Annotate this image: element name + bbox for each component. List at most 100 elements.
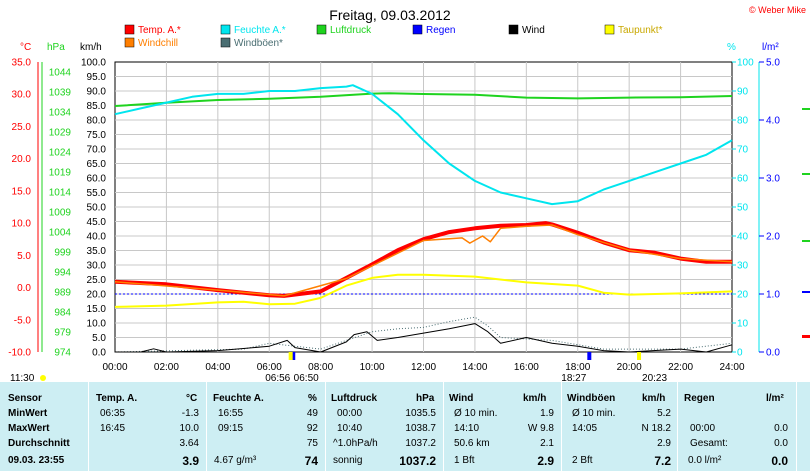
humidity-max-value: 92 (306, 423, 318, 434)
edge-marker (802, 173, 810, 175)
header-pressure-unit: hPa (416, 393, 435, 404)
x-tick-label: 24:00 (719, 362, 744, 373)
rain-current-label: 0.0 l/m² (688, 455, 722, 466)
sun-icon (40, 375, 46, 381)
x-tick-label: 08:00 (308, 362, 333, 373)
series-windchill (114, 224, 733, 297)
rain-axis-label: 2.0 (766, 232, 780, 243)
wind-unit-label: km/h (80, 42, 102, 53)
pressure-axis-label: 1024 (49, 148, 72, 159)
pressure-unit-label: hPa (47, 42, 65, 53)
x-tick-label: 02:00 (154, 362, 179, 373)
rain-total-label: Gesamt: (690, 438, 728, 449)
legend-label: Feuchte A.* (234, 25, 286, 36)
gust-beaufort: 2 Bft (572, 455, 593, 466)
temp-axis-label: 25.0 (12, 122, 32, 133)
humidity-axis-label: 70 (737, 145, 749, 156)
temp-min-value: -1.3 (181, 408, 199, 419)
time-marker (587, 352, 592, 360)
legend-label: Luftdruck (330, 25, 372, 36)
header-temp: Temp. A. (96, 393, 138, 404)
legend-swatch (604, 24, 615, 35)
pressure-axis-label: 1019 (49, 168, 72, 179)
absolute-humidity: 4.67 g/m³ (214, 455, 257, 466)
time-marker (288, 352, 293, 360)
legend-label: Wind (522, 25, 545, 36)
temp-unit-label: °C (20, 42, 31, 53)
x-tick-label: 22:00 (668, 362, 693, 373)
wind-axis-label: 30.0 (87, 261, 107, 272)
row-label-current: 09.03. 23:55 (8, 455, 65, 466)
pressure-min-time: 00:00 (337, 408, 363, 419)
wind-axis-label: 40.0 (87, 232, 107, 243)
humidity-min-time: 16:55 (218, 408, 244, 419)
humidity-current-value: 74 (304, 454, 318, 468)
pressure-min-value: 1035.5 (405, 408, 436, 419)
wind-average-value: 2.1 (540, 438, 554, 449)
temp-min-time: 06:35 (100, 408, 126, 419)
wind-axis-label: 95.0 (87, 72, 107, 83)
humidity-axis-label: 90 (737, 87, 749, 98)
wind-axis-label: 20.0 (87, 290, 107, 301)
legend-label: Temp. A.* (138, 25, 181, 36)
row-label-min: MinWert (8, 408, 48, 419)
series-wind (115, 323, 733, 353)
humidity-min-value: 49 (306, 408, 318, 419)
wind-max-value: W 9.8 (527, 423, 554, 434)
header-wind-unit: km/h (523, 393, 547, 404)
humidity-axis-label: 0 (737, 348, 743, 359)
marker-label: 06:50 (294, 373, 319, 382)
pressure-current-value: 1037.2 (399, 454, 436, 468)
humidity-average-value: 75 (306, 438, 318, 449)
header-gust: Windböen (567, 393, 616, 404)
legend-label: Taupunkt* (618, 25, 663, 36)
copyright: © Weber Mike (749, 5, 806, 15)
humidity-axis-label: 10 (737, 319, 749, 330)
legend-label: Windböen* (234, 38, 283, 49)
header-wind: Wind (449, 393, 474, 404)
pressure-axis-label: 1014 (49, 188, 72, 199)
wind-axis-label: 100.0 (81, 58, 106, 69)
header-temp-unit: °C (186, 393, 198, 404)
temp-max-value: 10.0 (179, 423, 199, 434)
x-tick-label: 16:00 (514, 362, 539, 373)
temp-axis-label: -5.0 (14, 315, 32, 326)
legend-swatch (220, 37, 231, 48)
series-taupunkt (114, 273, 733, 308)
chart-title: Freitag, 09.03.2012 (329, 7, 451, 23)
rain-max-value: 0.0 (774, 423, 788, 434)
marker-label: 18:27 (561, 373, 586, 382)
temp-axis-label: 15.0 (12, 186, 32, 197)
time-marker (637, 352, 642, 360)
temp-axis-label: 0.0 (17, 283, 31, 294)
header-sensor: Sensor (8, 393, 42, 404)
marker-label: 20:23 (642, 373, 667, 382)
row-label-average: Durchschnitt (8, 438, 70, 449)
wind-axis-label: 60.0 (87, 174, 107, 185)
series-feuchte-a (114, 84, 733, 206)
humidity-axis-label: 20 (737, 290, 749, 301)
x-tick-label: 04:00 (205, 362, 230, 373)
temp-max-time: 16:45 (100, 423, 126, 434)
gust-min-time: Ø 10 min. (572, 408, 616, 419)
pressure-axis-label: 1034 (49, 108, 72, 119)
pressure-axis-label: 984 (54, 308, 71, 319)
legend-swatch (220, 24, 231, 35)
series-luftdruck (114, 92, 733, 107)
legend-label: Windchill (138, 38, 178, 49)
humidity-axis-label: 50 (737, 203, 749, 214)
humidity-unit-label: % (727, 42, 736, 53)
humidity-axis-label: 80 (737, 116, 749, 127)
header-humidity: Feuchte A. (213, 393, 264, 404)
wind-axis-label: 10.0 (87, 319, 107, 330)
statistics-table: Sensor Temp. A. °C Feuchte A. % Luftdruc… (0, 382, 810, 471)
wind-current-value: 2.9 (537, 454, 554, 468)
temp-axis-label: -10.0 (8, 348, 31, 359)
humidity-max-time: 09:15 (218, 423, 244, 434)
wind-axis-label: 45.0 (87, 217, 107, 228)
pressure-max-value: 1038.7 (405, 423, 436, 434)
rain-axis-label: 1.0 (766, 290, 780, 301)
temp-axis-label: 35.0 (12, 58, 32, 69)
gust-max-time: 14:05 (572, 423, 598, 434)
rain-axis-label: 5.0 (766, 58, 780, 69)
